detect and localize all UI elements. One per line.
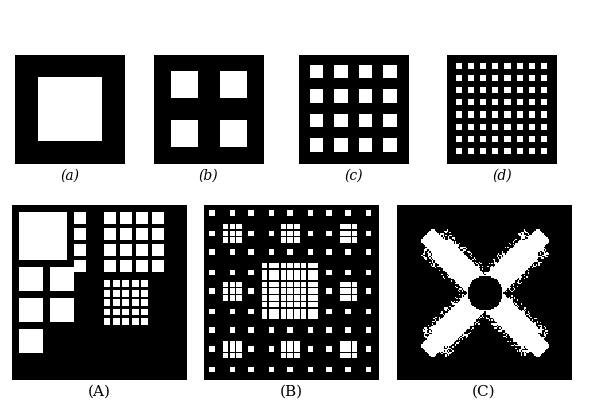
X-axis label: (d): (d) bbox=[492, 168, 511, 182]
X-axis label: (C): (C) bbox=[472, 384, 496, 398]
X-axis label: (b): (b) bbox=[199, 168, 218, 182]
X-axis label: (B): (B) bbox=[280, 384, 303, 398]
X-axis label: (A): (A) bbox=[88, 384, 111, 398]
X-axis label: (c): (c) bbox=[345, 168, 363, 182]
X-axis label: (a): (a) bbox=[60, 168, 79, 182]
